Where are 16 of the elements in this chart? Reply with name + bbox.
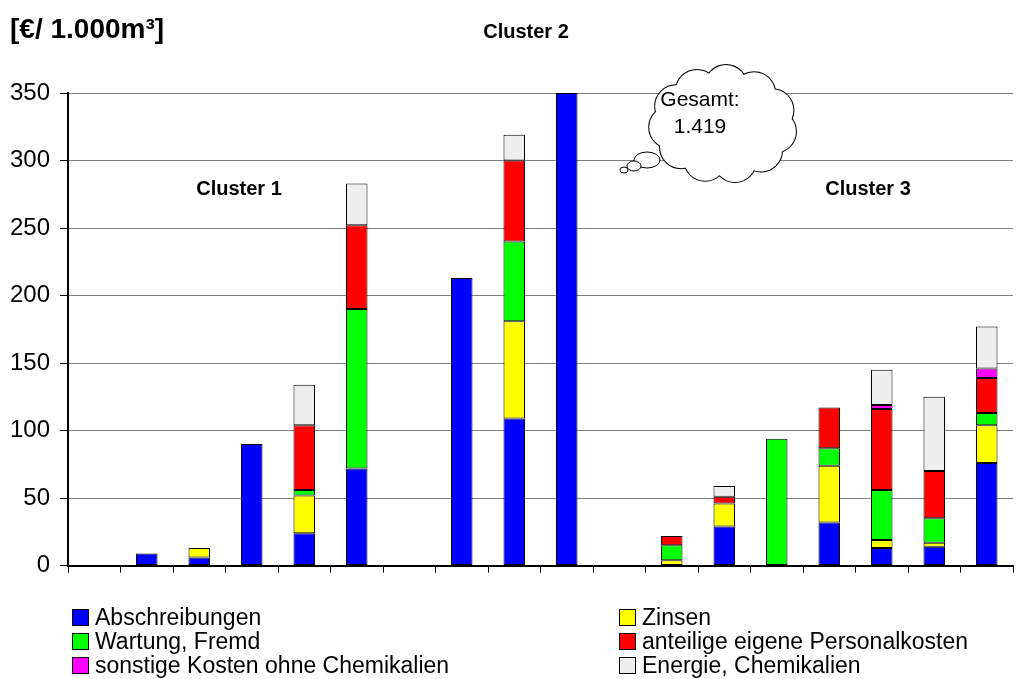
y-tick-label: 350 [9, 77, 50, 105]
annotation: Cluster 1 [196, 175, 282, 201]
y-tick-label: 150 [9, 347, 50, 375]
y-tick-label: 50 [23, 482, 50, 510]
legend-label: Zinsen [642, 604, 712, 630]
text: Cluster 2 [483, 18, 569, 44]
annotation: Gesamt: 1.419 [660, 86, 740, 139]
y-tick-label: 300 [9, 145, 50, 173]
legend-label: anteilige eigene Personalkosten [642, 628, 969, 654]
y-tick-label: 250 [9, 212, 50, 240]
y-tick-label: 100 [9, 415, 50, 443]
y-tick-label: 0 [36, 550, 50, 578]
y-tick-label: 200 [9, 280, 50, 308]
annotation: Cluster 3 [825, 175, 911, 201]
y-axis-title: [€/ 1.000m³] [10, 12, 165, 46]
legend-label: Abschreibungen [95, 604, 262, 630]
